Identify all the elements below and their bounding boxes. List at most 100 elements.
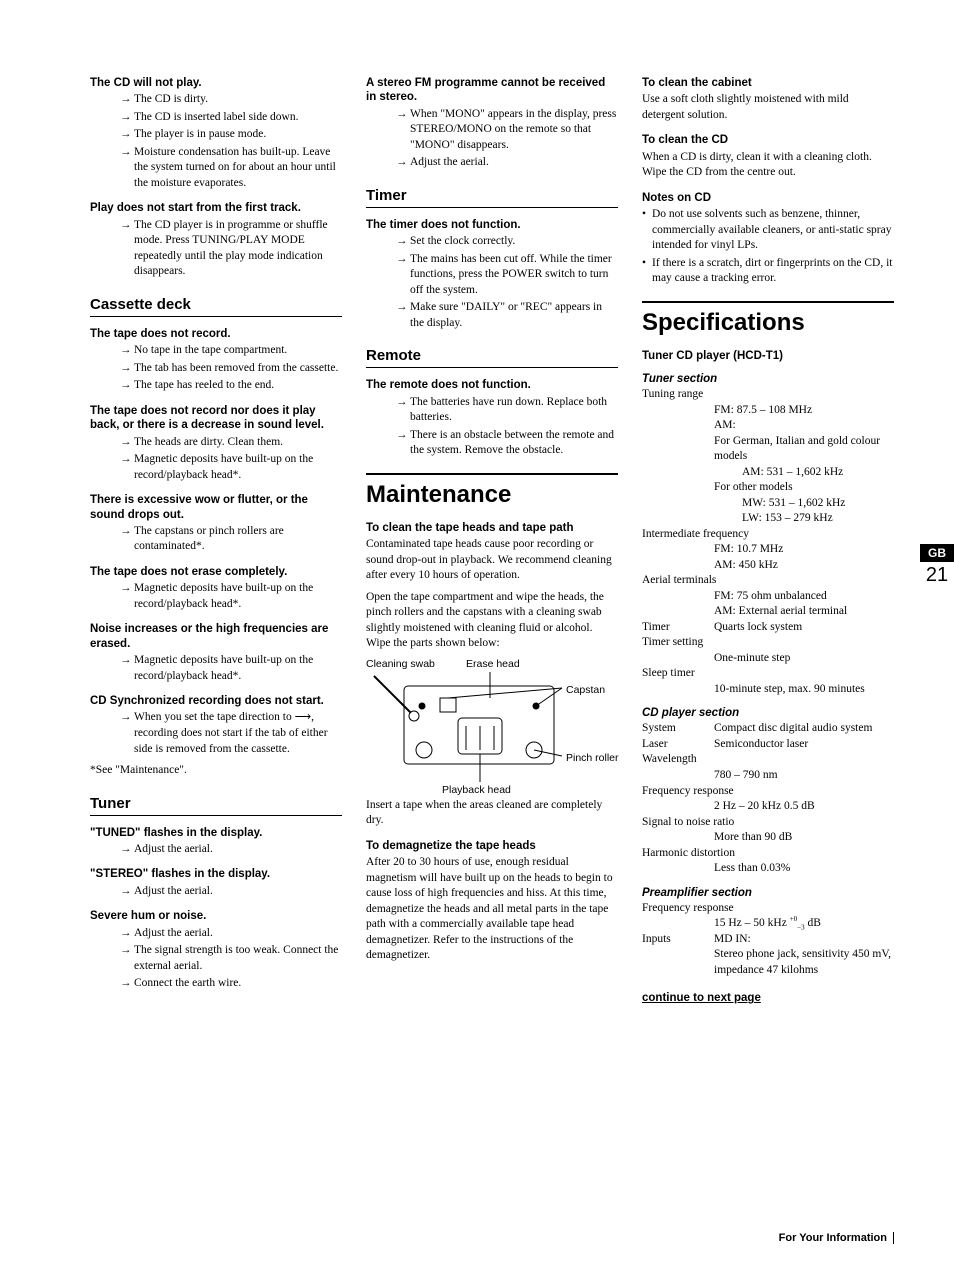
spec-preamp-freq-label: Frequency response bbox=[642, 901, 894, 917]
list-item: When "MONO" appears in the display, pres… bbox=[396, 107, 618, 154]
heading-tape-noplayback: The tape does not record nor does it pla… bbox=[90, 404, 342, 433]
heading-cabinet: To clean the cabinet bbox=[642, 76, 894, 90]
list-item: Set the clock correctly. bbox=[396, 234, 618, 250]
spec-snr-label: Signal to noise ratio bbox=[642, 815, 894, 831]
spec-fm-range: FM: 87.5 – 108 MHz bbox=[642, 403, 894, 419]
list-item: Magnetic deposits have built-up on the r… bbox=[120, 581, 342, 612]
spec-if-fm: FM: 10.7 MHz bbox=[642, 542, 894, 558]
section-remote: Remote bbox=[366, 347, 618, 368]
spec-tuning-range: Tuning range bbox=[642, 387, 894, 403]
list-item: The mains has been cut off. While the ti… bbox=[396, 252, 618, 299]
list-notes-cd: Do not use solvents such as benzene, thi… bbox=[642, 207, 894, 287]
continue-link: continue to next page bbox=[642, 992, 894, 1004]
list-item: When you set the tape direction to ⟶, re… bbox=[120, 710, 342, 757]
heading-tuner-cd: Tuner CD player (HCD-T1) bbox=[642, 349, 894, 363]
spec-sleep-label: Sleep timer bbox=[642, 666, 894, 682]
section-specifications: Specifications bbox=[642, 301, 894, 337]
list-item: Adjust the aerial. bbox=[120, 884, 342, 900]
list-item: Magnetic deposits have built-up on the r… bbox=[120, 452, 342, 483]
spec-am-label: AM: bbox=[642, 418, 894, 434]
list-item: Adjust the aerial. bbox=[120, 842, 342, 858]
tol-pre: 15 Hz – 50 kHz bbox=[714, 917, 790, 929]
spec-inputs-row: Inputs MD IN: bbox=[642, 932, 894, 948]
list-item: No tape in the tape compartment. bbox=[120, 343, 342, 359]
heading-stereo: "STEREO" flashes in the display. bbox=[90, 867, 342, 881]
heading-wow: There is excessive wow or flutter, or th… bbox=[90, 493, 342, 522]
spec-inputs-k: Inputs bbox=[642, 932, 714, 948]
section-maintenance: Maintenance bbox=[366, 473, 618, 509]
para-demag: After 20 to 30 hours of use, enough resi… bbox=[366, 855, 618, 964]
list-item: The CD is inserted label side down. bbox=[120, 110, 342, 126]
spec-timer-v: Quarts lock system bbox=[714, 620, 894, 636]
list-tape-noplayback: The heads are dirty. Clean them. Magneti… bbox=[90, 435, 342, 484]
list-item: The CD player is in programme or shuffle… bbox=[120, 218, 342, 280]
spec-harm-label: Harmonic distortion bbox=[642, 846, 894, 862]
spec-am-range: AM: 531 – 1,602 kHz bbox=[642, 465, 894, 481]
para-cabinet: Use a soft cloth slightly moistened with… bbox=[642, 92, 894, 123]
list-item: Moisture condensation has built-up. Leav… bbox=[120, 145, 342, 192]
see-maintenance-note: *See "Maintenance". bbox=[90, 763, 342, 779]
list-cd-no-play: The CD is dirty. The CD is inserted labe… bbox=[90, 92, 342, 191]
spec-inputs-line2: Stereo phone jack, sensitivity 450 mV, i… bbox=[642, 947, 894, 978]
section-tuner: Tuner bbox=[90, 795, 342, 816]
list-tape-no-rec: No tape in the tape compartment. The tab… bbox=[90, 343, 342, 394]
spec-aerial-am: AM: External aerial terminal bbox=[642, 604, 894, 620]
column-2: A stereo FM programme cannot be received… bbox=[366, 66, 618, 1004]
heading-fm-stereo: A stereo FM programme cannot be received… bbox=[366, 76, 618, 105]
list-cd-sync: When you set the tape direction to ⟶, re… bbox=[90, 710, 342, 757]
heading-play-first: Play does not start from the first track… bbox=[90, 201, 342, 215]
section-timer: Timer bbox=[366, 187, 618, 208]
spec-system-k: System bbox=[642, 721, 714, 737]
spec-sleep-v: 10-minute step, max. 90 minutes bbox=[642, 682, 894, 698]
list-play-first: The CD player is in programme or shuffle… bbox=[90, 218, 342, 280]
heading-cd-sync: CD Synchronized recording does not start… bbox=[90, 694, 342, 708]
sub-cd-section: CD player section bbox=[642, 707, 894, 719]
heading-clean-heads: To clean the tape heads and tape path bbox=[366, 521, 618, 535]
spec-timer-k: Timer bbox=[642, 620, 714, 636]
lang-badge: GB bbox=[920, 544, 954, 562]
list-item: The heads are dirty. Clean them. bbox=[120, 435, 342, 451]
list-item: The signal strength is too weak. Connect… bbox=[120, 943, 342, 974]
spec-mw-range: MW: 531 – 1,602 kHz bbox=[642, 496, 894, 512]
spec-aerial-label: Aerial terminals bbox=[642, 573, 894, 589]
heading-notes-cd: Notes on CD bbox=[642, 191, 894, 205]
list-tuned: Adjust the aerial. bbox=[90, 842, 342, 858]
tol-post: dB bbox=[805, 917, 821, 929]
list-item: The player is in pause mode. bbox=[120, 127, 342, 143]
heading-timer-no: The timer does not function. bbox=[366, 218, 618, 232]
para-clean-heads-1: Contaminated tape heads cause poor recor… bbox=[366, 537, 618, 584]
list-remote-no: The batteries have run down. Replace bot… bbox=[366, 395, 618, 459]
spec-laser-row: Laser Semiconductor laser bbox=[642, 737, 894, 753]
heading-demag: To demagnetize the tape heads bbox=[366, 839, 618, 853]
spec-inputs-v: MD IN: bbox=[714, 932, 894, 948]
spec-laser-k: Laser bbox=[642, 737, 714, 753]
spec-de-it-gold: For German, Italian and gold colour mode… bbox=[642, 434, 894, 465]
list-item: If there is a scratch, dirt or fingerpri… bbox=[642, 256, 894, 287]
para-clean-cd: When a CD is dirty, clean it with a clea… bbox=[642, 150, 894, 181]
spec-other-models: For other models bbox=[642, 480, 894, 496]
spec-harm-v: Less than 0.03% bbox=[642, 861, 894, 877]
heading-erase: The tape does not erase completely. bbox=[90, 565, 342, 579]
para-clean-heads-2: Open the tape compartment and wipe the h… bbox=[366, 590, 618, 652]
spec-snr-v: More than 90 dB bbox=[642, 830, 894, 846]
list-item: The capstans or pinch rollers are contam… bbox=[120, 524, 342, 555]
spec-wavelength-v: 780 – 790 nm bbox=[642, 768, 894, 784]
sub-tuner-section: Tuner section bbox=[642, 373, 894, 385]
list-item: Do not use solvents such as benzene, thi… bbox=[642, 207, 894, 254]
spec-system-row: System Compact disc digital audio system bbox=[642, 721, 894, 737]
list-item: Magnetic deposits have built-up on the r… bbox=[120, 653, 342, 684]
list-item: There is an obstacle between the remote … bbox=[396, 428, 618, 459]
footer-label: For Your Information bbox=[779, 1232, 894, 1244]
spec-timer-setting-v: One-minute step bbox=[642, 651, 894, 667]
list-hum: Adjust the aerial. The signal strength i… bbox=[90, 926, 342, 992]
list-fm-stereo: When "MONO" appears in the display, pres… bbox=[366, 107, 618, 171]
spec-freq-resp-label: Frequency response bbox=[642, 784, 894, 800]
list-erase: Magnetic deposits have built-up on the r… bbox=[90, 581, 342, 612]
heading-remote-no: The remote does not function. bbox=[366, 378, 618, 392]
list-item: The tab has been removed from the casset… bbox=[120, 361, 342, 377]
side-tab: GB 21 bbox=[920, 544, 954, 587]
spec-freq-resp-v: 2 Hz – 20 kHz 0.5 dB bbox=[642, 799, 894, 815]
spec-system-v: Compact disc digital audio system bbox=[714, 721, 894, 737]
list-wow: The capstans or pinch rollers are contam… bbox=[90, 524, 342, 555]
section-cassette-deck: Cassette deck bbox=[90, 296, 342, 317]
